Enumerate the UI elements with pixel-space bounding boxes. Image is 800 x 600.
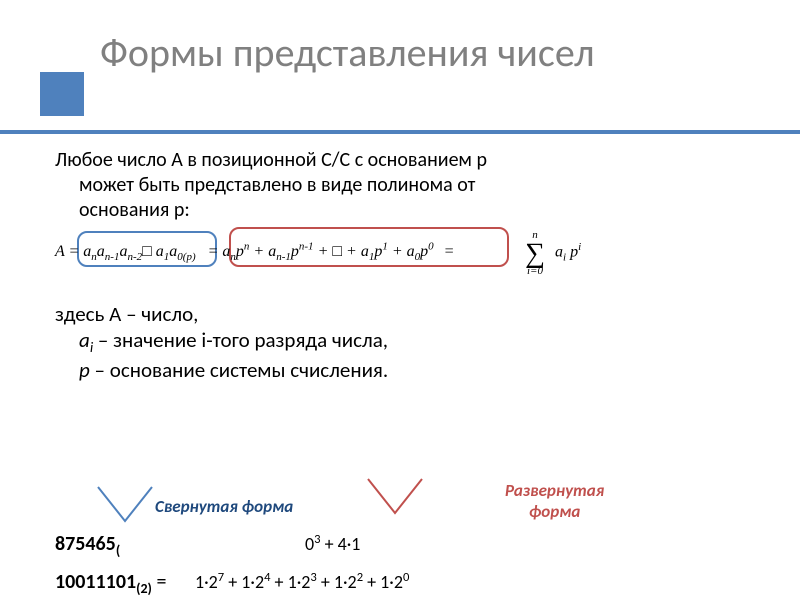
triangle-orange: [365, 476, 425, 516]
title-area: Формы представления чисел: [100, 30, 760, 76]
header-underline: [0, 130, 800, 134]
formula-expanded: = anpn + an-1pn-1 + □ + a1p1 + a0p0: [208, 243, 434, 260]
triangle-blue: [95, 484, 155, 524]
label-compact-form: Свернутая форма: [155, 496, 293, 517]
sigma-lower: i=0: [525, 265, 545, 279]
content-area: Любое число А в позиционной С/С с основа…: [55, 148, 770, 383]
p1-line3: основания p:: [55, 198, 770, 223]
label-expanded-l2: форма: [505, 501, 604, 522]
sigma-symbol: ∑: [525, 243, 545, 265]
label-expanded-l1: Развернутая: [505, 480, 604, 501]
ex1-base: (: [116, 542, 120, 559]
example-2-number: 10011101(2) =: [55, 570, 166, 597]
ex2-eq: =: [152, 570, 166, 594]
p1-line2: может быть представлено в виде полинома …: [55, 173, 770, 198]
def-p: p – основание системы счисления.: [55, 357, 770, 383]
sigma-body: ai pi: [555, 241, 581, 265]
p1-line1: Любое число А в позиционной С/С с основа…: [55, 148, 770, 173]
formula-text: A = anan-1an-2□ a1a0(p) = anpn + an-1pn-…: [55, 241, 454, 265]
ex2-num: 10011101: [55, 570, 136, 594]
def-ai: ai – значение i-того разряда числа,: [55, 327, 770, 357]
paragraph-1: Любое число А в позиционной С/С с основа…: [55, 148, 770, 223]
example-2-expansion: 1·27 + 1·24 + 1·23 + 1·22 + 1·20: [195, 570, 409, 593]
ex1-num: 875465: [55, 532, 116, 556]
formula-row: A = anan-1an-2□ a1a0(p) = anpn + an-1pn-…: [55, 227, 770, 285]
header-square-icon: [40, 72, 84, 116]
paragraph-2: здесь А – число,: [55, 301, 770, 327]
formula-lhs: A = anan-1an-2□ a1a0(p): [55, 243, 196, 260]
ex2-base: (2): [136, 580, 152, 597]
example-1-number: 875465(: [55, 532, 120, 559]
example-1-expansion: 03 + 4·1: [305, 532, 360, 555]
slide-title: Формы представления чисел: [100, 30, 760, 76]
sigma-block: n ∑ i=0: [525, 229, 545, 279]
label-expanded-form: Развернутая форма: [505, 480, 604, 522]
